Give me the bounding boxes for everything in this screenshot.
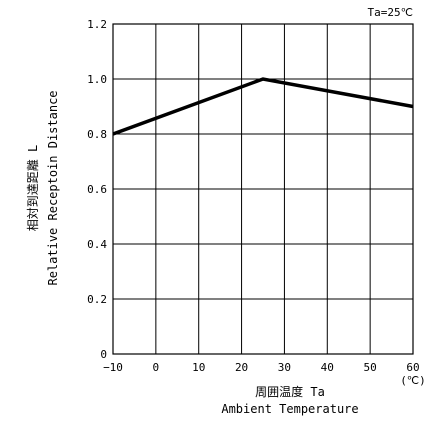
x-tick-label: 20 [235,361,248,374]
x-unit-label: (℃) [400,374,426,387]
x-tick-label: 40 [321,361,334,374]
y-tick-label: 1.2 [87,18,107,31]
y-tick-label: 0.4 [87,238,107,251]
y-tick-label: 0.2 [87,293,107,306]
series [112,77,414,136]
x-tick-label: −10 [103,361,123,374]
condition-label: Ta=25℃ [368,6,413,19]
y-tick-label: 0 [100,348,107,361]
x-axis-title-en: Ambient Temperature [221,402,358,416]
x-tick-label: 30 [278,361,291,374]
y-tick-label: 1.0 [87,73,107,86]
x-tick-label: 60 [406,361,419,374]
x-axis-title-jp: 周囲温度 Ta [255,384,325,399]
y-tick-label: 0.8 [87,128,107,141]
y-tick-label: 0.6 [87,183,107,196]
x-tick-label: 10 [192,361,205,374]
y-axis-title-jp: 相対到達距離 L [26,145,40,231]
plot-frame [112,23,414,355]
x-tick-label: 50 [364,361,377,374]
series-line [112,77,414,136]
x-tick-label: 0 [153,361,160,374]
grid [112,23,414,355]
y-axis-title-en: Relative Receptoin Distance [46,90,60,285]
